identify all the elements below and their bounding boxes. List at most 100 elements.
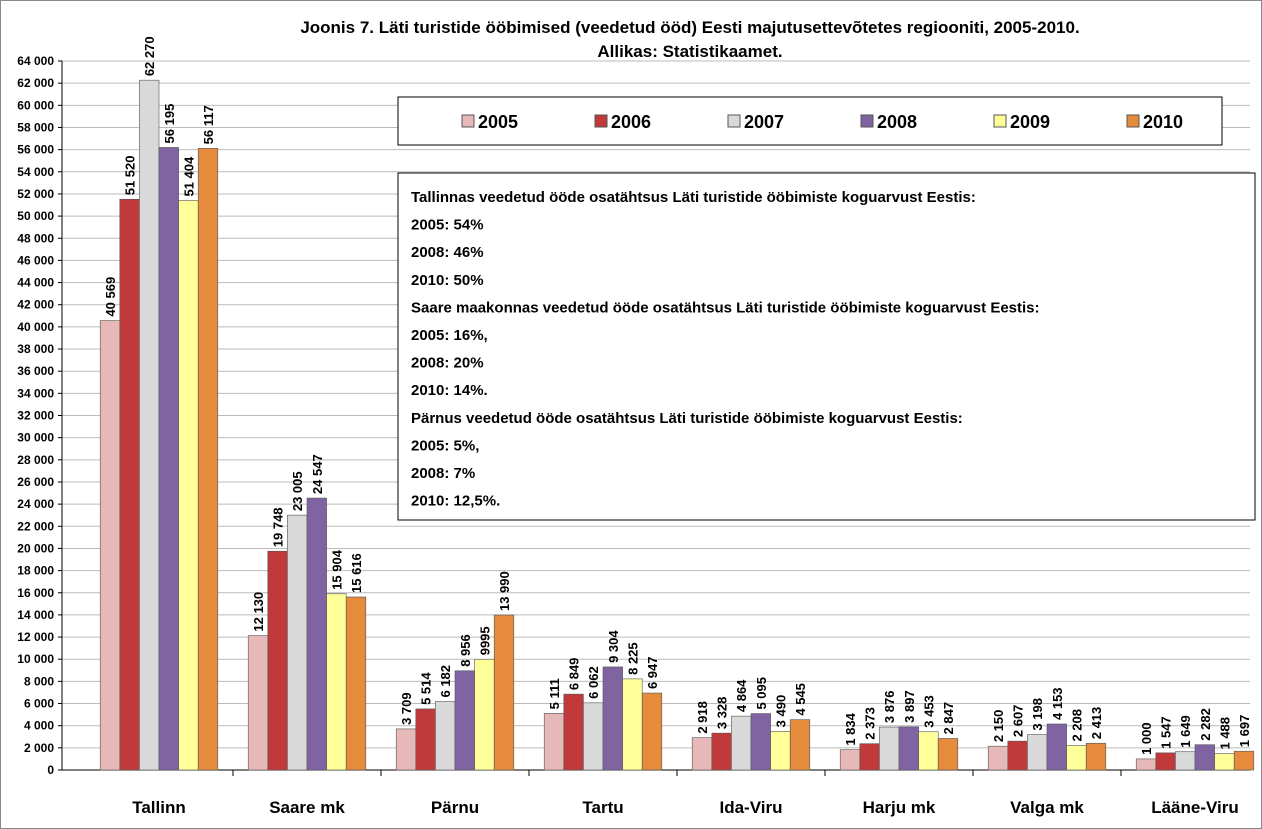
bar [178,200,199,771]
bar [543,713,565,771]
data-label: 62 270 [142,36,157,76]
data-label: 51 520 [123,155,138,195]
y-tick-label: 24 000 [17,497,54,511]
bar [1175,751,1196,771]
y-tick-label: 28 000 [17,453,54,467]
bar [622,678,643,771]
data-label: 2 607 [1011,705,1026,738]
bar [415,708,436,771]
bar [731,715,752,771]
y-tick-label: 26 000 [17,475,54,489]
annotation-line: 2005: 54% [411,217,484,234]
x-tick-label: Pärnu [431,798,479,817]
x-tick-label: Tartu [582,798,623,817]
y-tick-label: 62 000 [17,76,54,90]
data-label: 1 488 [1217,717,1232,750]
y-tick-label: 40 000 [17,320,54,334]
data-label: 15 616 [349,553,364,593]
legend-label: 2007 [744,112,784,132]
y-tick-label: 38 000 [17,342,54,356]
bar [197,148,219,771]
x-tick-label: Ida-Viru [720,798,783,817]
bar [937,738,959,771]
data-label: 3 490 [773,695,788,728]
bar [306,497,327,771]
bar [99,320,121,771]
annotation-line: Pärnus veedetud ööde osatähtsus Läti tur… [411,410,963,427]
bar [691,737,713,771]
bar [247,635,269,771]
data-label: 56 117 [201,105,216,144]
annotation-box [397,172,1256,521]
data-label: 12 130 [251,592,266,632]
data-label: 2 208 [1069,709,1084,742]
bar [1027,734,1048,771]
data-label: 5 095 [754,677,769,710]
bar [918,731,939,771]
bar [139,79,160,771]
data-label: 1 000 [1139,722,1154,755]
y-tick-label: 2 000 [24,741,54,755]
data-label: 2 282 [1198,708,1213,741]
y-tick-label: 54 000 [17,165,54,179]
data-label: 4 545 [793,683,808,716]
bar [583,702,604,771]
annotation-line: 2005: 5%, [411,437,479,454]
bar [1046,723,1067,771]
y-tick-label: 56 000 [17,143,54,157]
legend-swatch [461,114,475,128]
y-tick-label: 60 000 [17,98,54,112]
bar [563,693,584,771]
data-label: 3 198 [1030,698,1045,731]
data-label: 8 225 [625,642,640,675]
bar [326,593,347,771]
annotation-line: 2008: 20% [411,355,484,372]
y-tick-label: 64 000 [17,54,54,68]
data-label: 6 849 [567,658,582,691]
legend-label: 2005 [478,112,518,132]
data-label: 1 547 [1159,716,1174,749]
bar [267,550,288,771]
legend-swatch [1126,114,1140,128]
bar [1155,752,1176,771]
data-label: 6 182 [438,665,453,698]
data-label: 51 404 [181,156,196,197]
y-tick-label: 16 000 [17,586,54,600]
bar [879,726,900,771]
legend-swatch [993,114,1007,128]
bar [454,670,475,771]
bar [158,147,179,771]
legend-box [397,96,1223,146]
data-label: 2 847 [941,702,956,735]
data-label: 40 569 [103,277,118,317]
data-label: 8 956 [458,634,473,667]
data-label: 2 150 [991,710,1006,743]
bar [641,692,663,771]
data-label: 3 453 [921,695,936,728]
data-label: 24 547 [310,454,325,494]
y-tick-label: 12 000 [17,630,54,644]
annotation-line: 2010: 50% [411,272,484,289]
bar [1007,740,1028,771]
y-tick-label: 18 000 [17,564,54,578]
bar [770,731,791,771]
legend-label: 2010 [1143,112,1183,132]
x-tick-label: Lääne-Viru [1151,798,1239,817]
legend-swatch [860,114,874,128]
data-label: 6 947 [645,656,660,689]
annotation-line: 2008: 7% [411,465,475,482]
bar [287,514,308,771]
data-label: 1 834 [843,712,858,745]
y-tick-label: 46 000 [17,253,54,267]
bar [1233,750,1255,771]
data-label: 19 748 [271,507,286,547]
data-label: 56 195 [162,104,177,144]
data-label: 4 864 [734,679,749,712]
bar [602,666,623,771]
legend-label: 2006 [611,112,651,132]
bar [1085,742,1107,771]
bar [1214,753,1235,771]
annotation-line: 2005: 16%, [411,327,488,344]
bar [435,701,456,771]
